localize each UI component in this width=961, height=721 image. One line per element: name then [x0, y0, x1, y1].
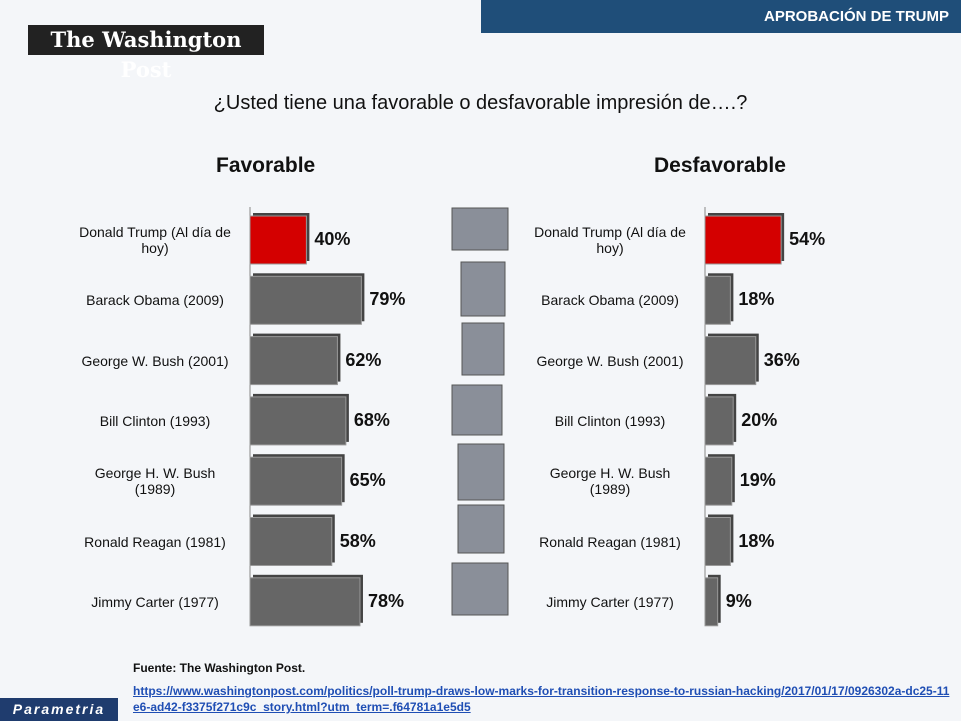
- value-label: 54%: [789, 229, 826, 249]
- chart-title: Favorable: [216, 154, 316, 177]
- chart-title: Desfavorable: [654, 154, 786, 177]
- bar: [249, 517, 333, 566]
- value-label: 19%: [739, 470, 776, 491]
- value-label: 65%: [349, 470, 386, 491]
- category-label: Donald Trump (Al día de hoy): [534, 224, 686, 256]
- bar: [704, 456, 733, 506]
- category-label: Barack Obama (2009): [86, 292, 224, 309]
- bar: [249, 396, 347, 446]
- source: Fuente: The Washington Post.: [133, 661, 306, 675]
- value-label: 36%: [763, 349, 800, 370]
- category-label: George H. W. Bush (1989): [549, 465, 671, 498]
- category-label: Barack Obama (2009): [541, 292, 679, 309]
- value-label: 18%: [738, 289, 775, 310]
- category-label: Jimmy Carter (1977): [91, 593, 219, 610]
- brand: Parametria: [0, 698, 118, 721]
- value-label: 58%: [339, 530, 376, 551]
- question: ¿Usted tiene una favorable o desfavorabl…: [213, 92, 748, 114]
- bar: [249, 336, 338, 386]
- value-label: 40%: [314, 229, 351, 249]
- bar: [704, 396, 734, 446]
- category-label: George W. Bush (2001): [81, 352, 229, 369]
- value-label: 9%: [725, 590, 752, 611]
- category-label: Jimmy Carter (1977): [546, 593, 674, 610]
- source-link[interactable]: https://www.washingtonpost.com/politics/…: [133, 684, 950, 714]
- photos: [451, 207, 509, 616]
- category-label: Bill Clinton (1993): [99, 412, 211, 429]
- category-label: Ronald Reagan (1981): [539, 533, 681, 550]
- value-label: 18%: [738, 530, 775, 551]
- category-label: George H. W. Bush (1989): [94, 465, 216, 498]
- bar: [249, 275, 362, 325]
- bar: [704, 275, 731, 325]
- value-label: 62%: [345, 349, 382, 370]
- header: APROBACIÓN DE TRUMP: [481, 0, 961, 33]
- value-label: 79%: [369, 289, 406, 310]
- bar: [704, 215, 782, 265]
- value-label: 20%: [741, 409, 778, 430]
- category-label: Donald Trump (Al día de hoy): [79, 224, 231, 256]
- category-label: George W. Bush (2001): [536, 352, 684, 369]
- logo: The Washington Post: [28, 25, 264, 82]
- category-label: Ronald Reagan (1981): [84, 533, 226, 550]
- bar: [704, 577, 719, 627]
- value-label: 78%: [367, 590, 404, 611]
- bar: [249, 577, 361, 627]
- value-label: 68%: [353, 409, 390, 430]
- bar: [704, 336, 757, 386]
- bar: [704, 517, 731, 566]
- category-label: Bill Clinton (1993): [554, 412, 666, 429]
- bar: [249, 215, 307, 265]
- bar: [249, 456, 343, 506]
